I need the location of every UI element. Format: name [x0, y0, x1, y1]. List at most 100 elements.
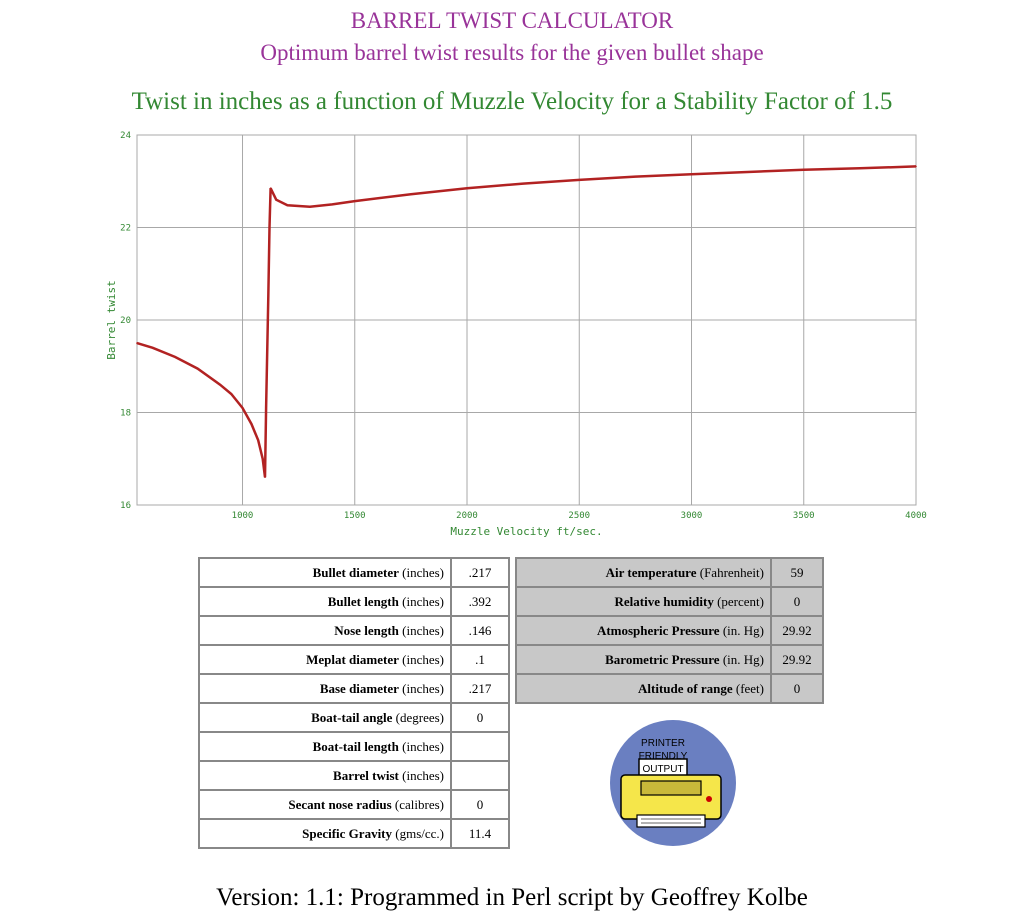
- data-point: [915, 165, 917, 168]
- param-label: Barometric Pressure: [605, 651, 720, 667]
- data-point: [257, 439, 260, 442]
- chart-title: Twist in inches as a function of Muzzle …: [131, 88, 893, 115]
- data-point: [268, 226, 271, 229]
- param-label: Bullet diameter: [312, 564, 399, 580]
- param-row: Specific Gravity (gms/cc.) 11.4: [199, 819, 509, 848]
- param-label-cell: Specific Gravity (gms/cc.): [199, 819, 451, 848]
- param-value: [451, 732, 509, 761]
- x-tick-label: 2000: [456, 511, 478, 521]
- param-row: Boat-tail length (inches): [199, 732, 509, 761]
- param-label-cell: Nose length (inches): [199, 616, 451, 645]
- param-row: Altitude of range (feet) 0: [516, 674, 823, 703]
- data-point: [690, 173, 693, 176]
- param-label: Specific Gravity: [302, 825, 393, 841]
- page-title: BARREL TWIST CALCULATOR: [350, 8, 674, 33]
- data-point: [196, 367, 199, 370]
- y-tick-label: 18: [120, 409, 131, 419]
- printer-icon[interactable]: PRINTER FRIENDLY OUTPUT: [609, 719, 737, 847]
- x-tick-label: 3000: [681, 511, 703, 521]
- param-label-cell: Air temperature (Fahrenheit): [516, 558, 771, 587]
- param-unit: (degrees): [392, 709, 444, 725]
- param-label-cell: Relative humidity (percent): [516, 587, 771, 616]
- data-point: [174, 356, 176, 358]
- data-point: [250, 423, 253, 425]
- twist-chart: 1000 1500 2000 2500 3000 3500 4000 16 18 20 22 24 M…: [105, 131, 927, 538]
- x-tick-label: 2500: [568, 511, 590, 521]
- param-unit: (inches): [398, 738, 444, 754]
- page-subtitle: Optimum barrel twist results for the giv…: [260, 40, 764, 65]
- param-value: .217: [451, 674, 509, 703]
- data-point: [309, 205, 311, 208]
- param-value: 0: [771, 587, 823, 616]
- x-axis-label: Muzzle Velocity ft/sec.: [450, 525, 602, 538]
- param-unit: (inches): [398, 680, 444, 696]
- param-value: 0: [451, 703, 509, 732]
- param-label: Secant nose radius: [288, 796, 392, 812]
- param-unit: (calibres): [391, 796, 444, 812]
- data-point: [230, 393, 233, 395]
- x-tick-label: 3500: [793, 511, 815, 521]
- data-point: [136, 342, 138, 344]
- param-label: Air temperature: [605, 564, 697, 580]
- param-label-cell: Altitude of range (feet): [516, 674, 771, 703]
- data-point: [466, 187, 468, 189]
- param-label-cell: Barometric Pressure (in. Hg): [516, 645, 771, 674]
- param-label: Barrel twist: [333, 767, 399, 783]
- param-unit: (in. Hg): [719, 651, 764, 667]
- param-label: Base diameter: [319, 680, 399, 696]
- param-value: .217: [451, 558, 509, 587]
- param-unit: (inches): [398, 651, 444, 667]
- param-unit: (inches): [398, 622, 444, 638]
- printer-text-line1: PRINTER: [641, 738, 685, 749]
- data-point: [578, 179, 581, 181]
- param-label: Boat-tail length: [312, 738, 399, 754]
- param-value: .146: [451, 616, 509, 645]
- param-row: Barometric Pressure (in. Hg) 29.92: [516, 645, 823, 674]
- param-label-cell: Base diameter (inches): [199, 674, 451, 703]
- param-row: Barrel twist (inches): [199, 761, 509, 790]
- y-tick-label: 20: [120, 316, 131, 326]
- param-row: Boat-tail angle (degrees) 0: [199, 703, 509, 732]
- param-value: 29.92: [771, 645, 823, 674]
- x-tick-label: 1000: [232, 511, 254, 521]
- param-label: Relative humidity: [614, 593, 714, 609]
- data-point: [746, 171, 749, 173]
- data-point: [265, 407, 267, 409]
- footer-credits: Version: 1.1: Programmed in Perl script …: [216, 884, 808, 911]
- param-label: Boat-tail angle: [311, 709, 393, 725]
- param-value: .392: [451, 587, 509, 616]
- param-label: Atmospheric Pressure: [596, 622, 720, 638]
- data-point: [522, 182, 524, 185]
- y-axis-label: Barrel twist: [105, 280, 118, 359]
- y-tick-label: 22: [120, 224, 131, 234]
- param-label-cell: Boat-tail length (inches): [199, 732, 451, 761]
- series-line: [136, 165, 917, 478]
- param-label-cell: Meplat diameter (inches): [199, 645, 451, 674]
- param-label: Nose length: [334, 622, 399, 638]
- x-tick-label: 4000: [905, 511, 927, 521]
- param-label-cell: Bullet length (inches): [199, 587, 451, 616]
- x-tick-label: 1500: [344, 511, 366, 521]
- data-point: [634, 175, 637, 178]
- atmosphere-inputs-table: Air temperature (Fahrenheit) 59 Relative h…: [515, 557, 824, 704]
- param-value: 29.92: [771, 616, 823, 645]
- param-value: .1: [451, 645, 509, 674]
- param-unit: (percent): [713, 593, 764, 609]
- data-point: [331, 203, 334, 206]
- param-label-cell: Secant nose radius (calibres): [199, 790, 451, 819]
- data-point: [219, 383, 221, 386]
- param-label: Bullet length: [327, 593, 399, 609]
- param-unit: (feet): [732, 680, 764, 696]
- param-row: Secant nose radius (calibres) 0: [199, 790, 509, 819]
- param-row: Atmospheric Pressure (in. Hg) 29.92: [516, 616, 823, 645]
- param-row: Base diameter (inches) .217: [199, 674, 509, 703]
- data-point: [286, 204, 289, 207]
- printer-friendly-button[interactable]: PRINTER FRIENDLY OUTPUT: [609, 719, 737, 852]
- param-unit: (Fahrenheit): [696, 564, 764, 580]
- data-point: [354, 200, 356, 202]
- param-row: Relative humidity (percent) 0: [516, 587, 823, 616]
- param-value: [451, 761, 509, 790]
- data-point: [267, 296, 270, 298]
- data-point: [241, 407, 244, 409]
- paper-output: [636, 814, 706, 828]
